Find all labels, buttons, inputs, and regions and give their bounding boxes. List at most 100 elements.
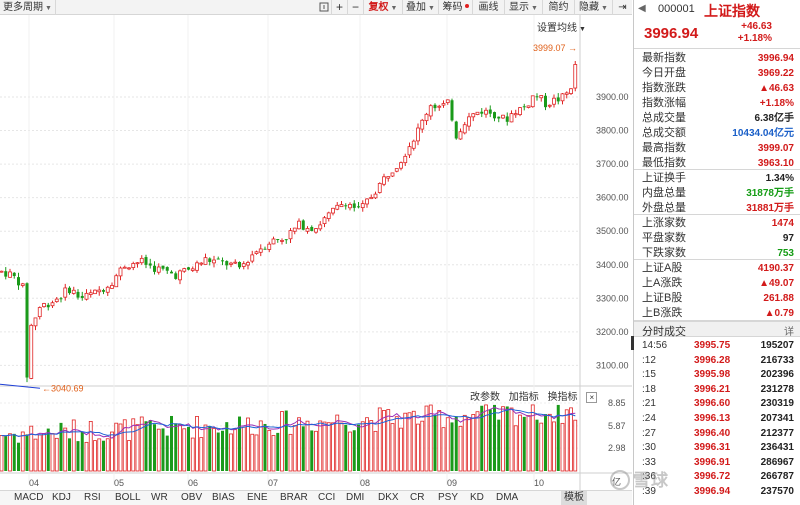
indicator-tab-boll[interactable]: BOLL xyxy=(115,492,141,503)
stat-row: 上证换手 1.34% xyxy=(634,171,800,186)
candle-body-up xyxy=(250,254,255,262)
candle-body-up xyxy=(552,97,556,105)
candle-body-up xyxy=(71,289,76,294)
low-marker-line xyxy=(0,383,41,389)
indicator-tab-dma[interactable]: DMA xyxy=(496,492,519,503)
indicator-tab-ene[interactable]: ENE xyxy=(247,492,268,503)
stat-label: 平盘家数 xyxy=(642,232,686,244)
indicator-tab-brar[interactable]: BRAR xyxy=(280,492,308,503)
volume-bar-up xyxy=(0,435,4,472)
indicator-tab-rsi[interactable]: RSI xyxy=(84,492,101,503)
stat-label: 上证B股 xyxy=(642,292,683,304)
candle-body-up xyxy=(156,266,161,273)
trade-price: 3995.75 xyxy=(694,340,731,351)
candle-body-up xyxy=(114,275,119,288)
indicator-tab-dmi[interactable]: DMI xyxy=(346,492,365,503)
chevron-down-icon: ▼ xyxy=(428,5,435,12)
candle-body-down xyxy=(208,258,212,262)
y-tick-label: 3100.00 xyxy=(596,360,629,370)
watermark-text: 雪球 xyxy=(633,471,669,490)
adjust-button[interactable]: 复权 ▼ xyxy=(364,0,403,15)
volume-bar-up xyxy=(445,417,450,472)
trade-row: :15 3995.98 202396 xyxy=(634,368,800,383)
chips-button[interactable]: 筹码 xyxy=(439,0,473,15)
volume-bar-up xyxy=(212,428,216,472)
stat-value: 261.88 xyxy=(763,293,794,304)
kline-chart[interactable]: 3100.00 3200.00 3300.00 3400.00 3500.00 3600.… xyxy=(0,15,632,490)
simple-button[interactable]: 简约 xyxy=(543,0,575,15)
volume-bar-up xyxy=(105,438,110,472)
volume-bar-up xyxy=(203,424,208,472)
zoom-in-icon[interactable]: + xyxy=(332,0,348,15)
trade-volume: 286967 xyxy=(760,456,794,468)
volume-bar-up xyxy=(135,424,140,472)
candle-body-down xyxy=(535,96,539,98)
volume-bar-down xyxy=(238,416,241,471)
chevron-left-icon[interactable]: ◀ xyxy=(638,3,646,14)
indicator-tab-dkx[interactable]: DKX xyxy=(378,492,399,503)
indicator-tab-psy[interactable]: PSY xyxy=(438,492,459,503)
panel-resize-handle[interactable] xyxy=(631,336,634,350)
candle-body-up xyxy=(547,104,552,107)
restore-icon[interactable] xyxy=(316,0,332,15)
overlay-button[interactable]: 叠加 ▼ xyxy=(403,0,439,15)
quote-panel: ◀ 000001 上证指数 3996.94 +46.63 +1.18% 最新指数… xyxy=(633,0,800,505)
volume-bar-up xyxy=(322,421,327,472)
volume-bar-up xyxy=(420,420,425,472)
volume-bar-down xyxy=(170,415,173,471)
hide-button[interactable]: 隐藏 ▼ xyxy=(575,0,613,15)
candle-body-up xyxy=(292,227,297,232)
period-selector[interactable]: 更多周期 ▼ xyxy=(0,0,56,15)
volume-bar-up xyxy=(246,417,250,472)
indicator-tab-macd[interactable]: MACD xyxy=(14,492,44,503)
candle-body-down xyxy=(450,100,454,121)
indicator-tab-wr[interactable]: WR xyxy=(151,492,168,503)
volume-bar-up xyxy=(428,404,433,472)
volume-bar-up xyxy=(131,418,136,472)
draw-line-button[interactable]: 画线 xyxy=(473,0,505,15)
chart-toolbar: 更多周期 ▼ + − 复权 ▼ 叠加 ▼ 筹码 画线 显示 ▼ 简约 隐藏 ▼ ⇥ xyxy=(0,0,632,15)
add-indicator-button[interactable]: 加指标 xyxy=(508,392,539,403)
volume-bar-up xyxy=(386,409,391,472)
volume-bar-up xyxy=(54,437,59,472)
chevron-down-icon: ▼ xyxy=(579,26,586,33)
indicator-tab-obv[interactable]: OBV xyxy=(181,492,203,503)
stat-label: 今日开盘 xyxy=(642,67,686,79)
candle-body-up xyxy=(386,176,391,179)
volume-bar-up xyxy=(93,440,97,472)
zoom-out-icon[interactable]: − xyxy=(348,0,364,15)
trade-time: :21 xyxy=(642,398,656,410)
switch-indicator-button[interactable]: 换指标 xyxy=(547,392,578,403)
volume-bar-down xyxy=(80,431,84,471)
indicator-tab-cci[interactable]: CCI xyxy=(318,492,336,503)
ma-settings-button[interactable]: 设置均线 ▼ xyxy=(537,19,586,34)
volume-bar-up xyxy=(305,420,310,472)
volume-bar-up xyxy=(471,414,476,472)
volume-bar-down xyxy=(433,415,437,471)
trade-time: :33 xyxy=(642,456,656,468)
collapse-icon[interactable]: ⇥ xyxy=(618,2,627,13)
candle-body-down xyxy=(505,116,509,122)
volume-bar-up xyxy=(118,423,123,472)
candle-body-up xyxy=(305,228,310,232)
indicator-tab-kdj[interactable]: KDJ xyxy=(52,492,71,503)
candle-body-up xyxy=(365,198,369,205)
candle-body-up xyxy=(411,140,416,149)
trades-detail-button[interactable]: 详 xyxy=(784,327,794,338)
volume-bar-up xyxy=(195,416,199,472)
indicator-tab-bias[interactable]: BIAS xyxy=(212,492,235,503)
indicator-tab-kd[interactable]: KD xyxy=(470,492,484,503)
volume-bar-up xyxy=(382,410,386,472)
candle-body-up xyxy=(88,292,93,295)
edit-params-button[interactable]: 改参数 xyxy=(470,392,500,403)
display-button[interactable]: 显示 ▼ xyxy=(505,0,543,15)
close-icon[interactable]: × xyxy=(586,391,598,403)
volume-bar-down xyxy=(284,410,288,471)
candle-body-up xyxy=(195,262,199,271)
volume-bar-down xyxy=(225,422,229,471)
volume-tick-label: 8.85 xyxy=(608,398,626,408)
indicator-tab-模板[interactable]: 模板 xyxy=(561,491,587,505)
indicator-tab-cr[interactable]: CR xyxy=(410,492,425,503)
stat-label: 下跌家数 xyxy=(642,247,686,259)
volume-bar-down xyxy=(187,426,190,471)
